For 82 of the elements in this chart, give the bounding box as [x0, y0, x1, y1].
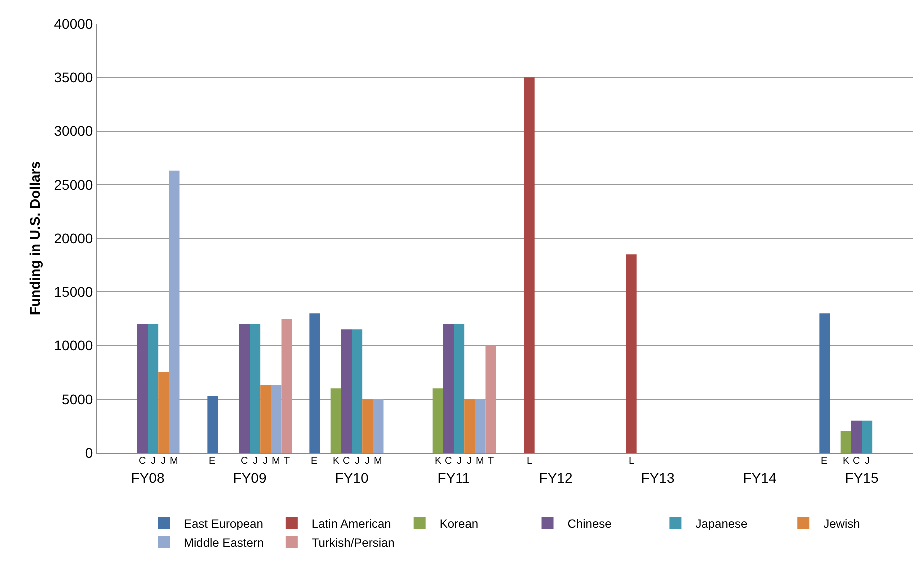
text: J [865, 456, 870, 467]
legend-label: Chinese [568, 516, 612, 531]
legend-label: Turkish/Persian [312, 536, 395, 550]
bar [464, 399, 476, 453]
x-tick-label: FY12 [539, 470, 573, 486]
text: T [488, 456, 494, 467]
bar [260, 385, 272, 453]
y-tick-label: 35000 [54, 70, 94, 86]
bar [454, 324, 465, 453]
text: L [527, 456, 533, 467]
legend-label: Middle Eastern [184, 536, 264, 550]
bar [443, 324, 454, 453]
bar [330, 388, 342, 453]
text: J [365, 456, 370, 467]
y-tick-label: 5000 [62, 391, 94, 408]
x-tick-label: FY13 [641, 470, 675, 486]
y-tick-label: 25000 [54, 176, 94, 193]
legend-label: East European [184, 516, 264, 531]
legend-label: Japanese [696, 516, 748, 531]
text: K [843, 456, 850, 467]
text: C [343, 456, 350, 467]
text: T [284, 456, 290, 467]
legend-label: Jewish [824, 516, 860, 531]
y-tick-label: 30000 [54, 123, 94, 140]
bar [626, 254, 637, 453]
x-tick-label: FY08 [131, 470, 165, 486]
text: J [161, 456, 166, 467]
bar [341, 330, 352, 453]
bar [840, 432, 852, 453]
text: C [445, 456, 452, 467]
text: E [209, 456, 216, 467]
text: K [333, 456, 340, 467]
text: M [170, 456, 178, 467]
text: E [821, 456, 828, 467]
bar [239, 324, 250, 453]
text: J [151, 456, 156, 467]
x-tick-label: FY09 [233, 470, 267, 486]
bar [524, 78, 535, 453]
y-tick-label: 10000 [54, 338, 94, 354]
x-tick-label: FY10 [335, 470, 369, 486]
text: M [272, 456, 280, 467]
bar [352, 330, 363, 453]
bar [158, 372, 170, 453]
y-tick-label: 40000 [54, 16, 94, 32]
y-tick-label: 15000 [54, 284, 94, 300]
bar [137, 324, 148, 453]
text: J [263, 456, 268, 467]
text: J [467, 456, 472, 467]
text: M [374, 456, 382, 467]
bar [475, 399, 486, 453]
bar [282, 318, 292, 453]
y-axis-title: Funding in U.S. Dollars [26, 161, 43, 316]
legend-label: Korean [440, 516, 479, 531]
text: C [853, 456, 860, 467]
bar [851, 420, 862, 453]
legend-label: Latin American [312, 516, 392, 531]
bar [432, 388, 444, 453]
text: C [241, 456, 248, 467]
bar [486, 346, 496, 453]
bar [862, 420, 873, 453]
text: K [435, 456, 442, 467]
bar [250, 324, 261, 453]
bar [169, 170, 180, 453]
bar [310, 314, 320, 453]
text: J [253, 456, 258, 467]
y-tick-label: 0 [85, 444, 94, 461]
bar [271, 385, 282, 453]
bar [373, 399, 384, 453]
x-tick-label: FY14 [743, 470, 777, 486]
text: C [139, 456, 146, 467]
x-tick-label: FY15 [845, 470, 879, 486]
text: M [476, 456, 484, 467]
bar [208, 396, 218, 453]
text: J [457, 456, 462, 467]
x-tick-label: FY11 [438, 470, 470, 486]
bar [362, 399, 374, 453]
bar [148, 324, 159, 453]
text: E [311, 456, 318, 467]
text: L [629, 456, 635, 467]
bar [820, 314, 830, 453]
y-tick-label: 20000 [54, 230, 94, 246]
text: J [355, 456, 360, 467]
